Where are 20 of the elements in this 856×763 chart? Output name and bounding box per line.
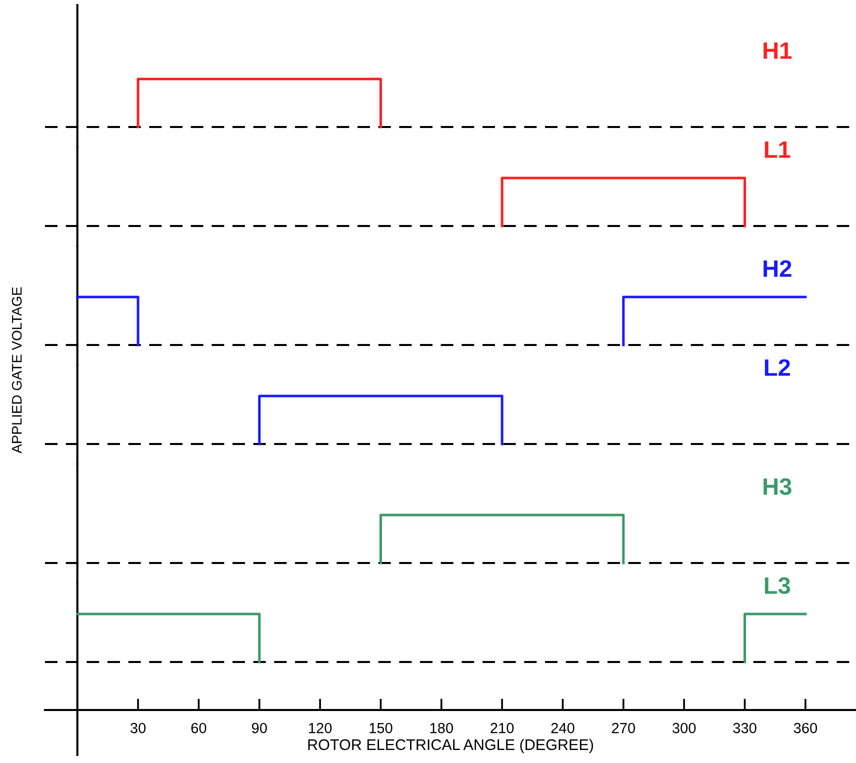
x-tick-label: 150 <box>370 722 392 734</box>
text: H3 <box>764 478 792 495</box>
x-tick-label: 210 <box>490 722 514 734</box>
x-tick-label: 30 <box>130 722 146 734</box>
x-tick-label: 270 <box>612 722 636 734</box>
text: L3 <box>764 577 790 594</box>
series-label: L1 <box>764 141 790 158</box>
y-axis-title: APPLIED GATE VOLTAGE <box>12 287 22 454</box>
x-axis-title: ROTOR ELECTRICAL ANGLE (DEGREE) <box>308 738 594 754</box>
x-tick-label: 180 <box>430 722 453 734</box>
x-tick-label: 60 <box>191 722 206 734</box>
text: L2 <box>764 359 790 376</box>
x-tick-label: 90 <box>252 722 267 734</box>
text: H2 <box>764 260 792 277</box>
x-tick-label: 120 <box>309 722 332 734</box>
x-tick-label: 300 <box>672 722 696 734</box>
x-tick-label: 240 <box>551 722 574 734</box>
x-tick-label: 360 <box>794 722 818 734</box>
x-tick-label: 330 <box>733 722 756 734</box>
text: H1 <box>764 42 792 59</box>
